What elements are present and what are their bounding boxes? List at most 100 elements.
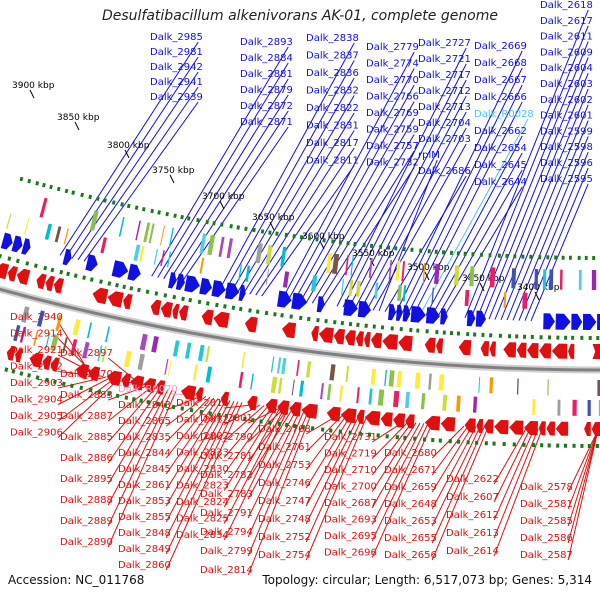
- mid-tick-29: [238, 306, 243, 312]
- reverse-leader-line: [107, 389, 169, 506]
- outer-tick-48: [394, 246, 398, 251]
- forward-label: Dalk_2759: [366, 125, 419, 136]
- reverse-label: Dalk_2914: [10, 329, 63, 340]
- reverse-label: Dalk_2696: [324, 548, 377, 559]
- mid-tick-25: [206, 301, 210, 306]
- outer-tick-3: [42, 182, 46, 188]
- reverse-label: Dalk_2719: [324, 449, 377, 460]
- reverse-category-outer-30: [547, 379, 549, 396]
- mid-tick-7: [59, 269, 64, 275]
- forward-leader-line: [518, 152, 589, 321]
- inner-tick-37: [284, 422, 289, 428]
- forward-leader-line: [249, 130, 355, 295]
- inner-tick-33: [250, 417, 255, 423]
- forward-gene-0: [0, 232, 13, 250]
- reverse-category-outer-8: [172, 340, 180, 357]
- reverse-gene-inner-14: [181, 385, 197, 401]
- forward-label: Dalk_2831: [306, 121, 359, 132]
- inner-tick-46: [367, 432, 372, 437]
- forward-leader-line: [425, 135, 523, 316]
- outer-tick-16: [142, 207, 146, 212]
- reverse-category-inner-29: [377, 389, 385, 406]
- reverse-leader-line: [371, 421, 409, 459]
- outer-tick-29: [244, 226, 248, 231]
- forward-label: Dalk_2770: [366, 75, 419, 86]
- mid-tick-4: [33, 263, 38, 268]
- reverse-category-inner-30: [393, 390, 400, 408]
- reverse-category-inner-2: [13, 324, 21, 342]
- forward-leader-line: [293, 84, 415, 302]
- reverse-category-inner-3: [19, 326, 27, 343]
- reverse-leader-line: [247, 410, 305, 538]
- forward-gene-1: [11, 235, 23, 253]
- reverse-label: Dalk_2897: [60, 348, 113, 359]
- reverse-gene-17: [311, 325, 320, 342]
- reverse-gene-9: [150, 299, 162, 316]
- reverse-leader-line: [305, 418, 367, 561]
- forward-gene-9: [184, 275, 200, 293]
- inner-tick-30: [224, 413, 229, 419]
- reverse-category-inner-37: [557, 399, 561, 416]
- reverse-leader-line: [57, 377, 111, 405]
- inner-tick-47: [376, 433, 380, 438]
- forward-leader-line: [225, 60, 355, 291]
- scale-tick-label: 3700 kbp: [202, 192, 245, 202]
- mid-tick-42: [348, 321, 353, 327]
- forward-label: Dalk_2981: [150, 47, 203, 58]
- outer-tick-32: [268, 230, 272, 235]
- inner-tick-7: [27, 373, 31, 378]
- forward-label: Dalk_2817: [306, 138, 359, 149]
- reverse-gene-inner-31: [464, 418, 476, 433]
- forward-category-outer-31: [549, 269, 554, 290]
- forward-leader-line: [181, 126, 289, 283]
- outer-tick-70: [569, 255, 572, 260]
- reverse-leader-line: [567, 429, 599, 493]
- reverse-leader-line: [107, 390, 173, 527]
- reverse-gene-34: [539, 343, 552, 359]
- reverse-label: Dalk_2883: [60, 390, 113, 401]
- scale-tick-label: 3850 kbp: [57, 113, 100, 123]
- outer-tick-51: [419, 248, 423, 253]
- reverse-gene-inner-15: [195, 387, 204, 402]
- genome-title: Desulfatibacillum alkenivorans AK-01, co…: [101, 8, 499, 24]
- reverse-category-inner-10: [97, 345, 103, 362]
- mid-tick-63: [523, 334, 527, 339]
- forward-category-inner-6: [133, 244, 141, 261]
- forward-label: Dalk_2686: [418, 166, 471, 177]
- inner-tick-49: [395, 435, 399, 440]
- reverse-leader-line: [431, 426, 469, 476]
- inner-tick-35: [267, 420, 272, 425]
- reverse-gene-16: [282, 322, 297, 339]
- mid-tick-38: [316, 318, 320, 323]
- outer-tick-4: [49, 184, 53, 190]
- forward-label: Dalk_2717: [418, 70, 471, 81]
- reverse-gene-37: [592, 344, 600, 359]
- reverse-gene-inner-11: [130, 375, 145, 391]
- outer-tick-65: [529, 254, 533, 259]
- forward-leader-line: [287, 68, 415, 301]
- reverse-label: Dalk_2746: [258, 478, 311, 489]
- reverse-label: Dalk_2613: [446, 528, 499, 539]
- forward-label: Dalk_2769: [366, 108, 419, 119]
- outer-tick-26: [220, 222, 224, 227]
- genome-backbone: [0, 285, 600, 374]
- outer-tick-15: [134, 205, 139, 210]
- forward-category-outer-0: [39, 197, 48, 218]
- inner-tick-72: [595, 444, 599, 448]
- reverse-gene-7: [107, 291, 124, 308]
- forward-label: Dalk_2662: [474, 126, 527, 137]
- reverse-label: Dalk_2783: [200, 489, 253, 500]
- forward-category-outer-3: [135, 220, 141, 241]
- reverse-gene-32: [516, 342, 527, 358]
- mid-tick-8: [66, 271, 70, 277]
- reverse-label: Dalk_2814: [200, 565, 253, 576]
- inner-tick-24: [171, 404, 176, 410]
- outer-tick-13: [120, 202, 124, 207]
- reverse-leader-line: [107, 386, 153, 422]
- reverse-label: Dalk_2782: [200, 470, 253, 481]
- reverse-category-inner-12: [123, 350, 132, 368]
- inner-tick-28: [208, 411, 213, 416]
- reverse-gene-2: [16, 268, 31, 285]
- inner-tick-11: [61, 381, 66, 387]
- reverse-label: Dalk_2824: [176, 497, 229, 508]
